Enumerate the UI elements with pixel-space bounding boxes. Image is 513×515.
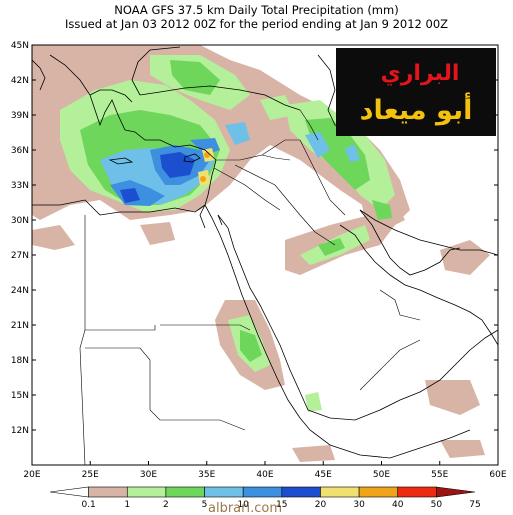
colorbar-label: 15: [276, 500, 287, 510]
colorbar-swatch: [358, 486, 399, 498]
latitude-axis: 45N 42N 39N 36N 33N 30N 27N 24N 21N 18N 15N 12N: [11, 41, 498, 436]
logo-line2: أبو ميعاد: [360, 92, 473, 126]
lat-tick-label: 21N: [11, 321, 29, 331]
colorbar-label: 1: [124, 500, 130, 510]
colorbar-label: 50: [431, 500, 443, 510]
precipitation-field: [32, 45, 490, 462]
lat-tick-label: 39N: [11, 111, 29, 121]
colorbar-swatch: [242, 486, 283, 498]
lon-tick-label: 30E: [140, 470, 157, 480]
lat-tick-label: 12N: [11, 426, 29, 436]
lat-tick-label: 45N: [11, 41, 29, 51]
lon-tick-label: 40E: [256, 470, 273, 480]
lat-tick-label: 15N: [11, 391, 29, 401]
lon-tick-label: 50E: [373, 470, 390, 480]
colorbar-swatch: [88, 486, 128, 498]
lat-tick-label: 33N: [11, 181, 29, 191]
colorbar-swatch: [320, 486, 360, 498]
lon-tick-label: 55E: [431, 470, 448, 480]
colorbar-label: 75: [469, 500, 480, 510]
lon-tick-label: 25E: [82, 470, 99, 480]
map-subtitle: Issued at Jan 03 2012 00Z for the period…: [64, 17, 449, 31]
colorbar-label: 5: [202, 500, 208, 510]
colorbar-swatch: [204, 486, 244, 498]
colorbar-swatch: [281, 486, 321, 498]
lat-tick-label: 18N: [11, 356, 29, 366]
lat-tick-label: 30N: [11, 216, 29, 226]
colorbar-swatch: [436, 486, 476, 498]
precip-band-15-20: [120, 152, 195, 203]
colorbar-label: 10: [237, 500, 249, 510]
lat-tick-label: 36N: [11, 146, 29, 156]
colorbar-label: 20: [315, 500, 327, 510]
logo: البراري أبو ميعاد: [336, 48, 496, 136]
colorbar-label: 2: [163, 500, 169, 510]
lon-tick-label: 20E: [23, 470, 40, 480]
colorbar-label: 30: [353, 500, 365, 510]
colorbar-label: 40: [392, 500, 404, 510]
logo-line1: البراري: [381, 61, 460, 86]
lon-tick-label: 35E: [198, 470, 215, 480]
logo-background: [336, 48, 496, 136]
lat-tick-label: 24N: [11, 286, 29, 296]
colorbar: 0.1 1 2 5 10 15 20 30 40 50 75: [49, 486, 481, 510]
watermark: albrari.com: [208, 501, 282, 515]
map-title: NOAA GFS 37.5 km Daily Total Precipitati…: [114, 3, 399, 17]
colorbar-label: 0.1: [81, 500, 95, 510]
colorbar-swatch: [49, 486, 89, 498]
colorbar-swatch: [165, 486, 205, 498]
lat-tick-label: 27N: [11, 251, 29, 261]
lon-tick-label: 60E: [489, 470, 506, 480]
colorbar-swatch: [397, 486, 437, 498]
longitude-axis: 20E 25E 30E 35E 40E 45E 50E 55E 60E: [23, 461, 507, 480]
colorbar-swatch: [126, 486, 167, 498]
lon-tick-label: 45E: [315, 470, 332, 480]
lat-tick-label: 42N: [11, 76, 29, 86]
political-borders: [79, 109, 421, 465]
